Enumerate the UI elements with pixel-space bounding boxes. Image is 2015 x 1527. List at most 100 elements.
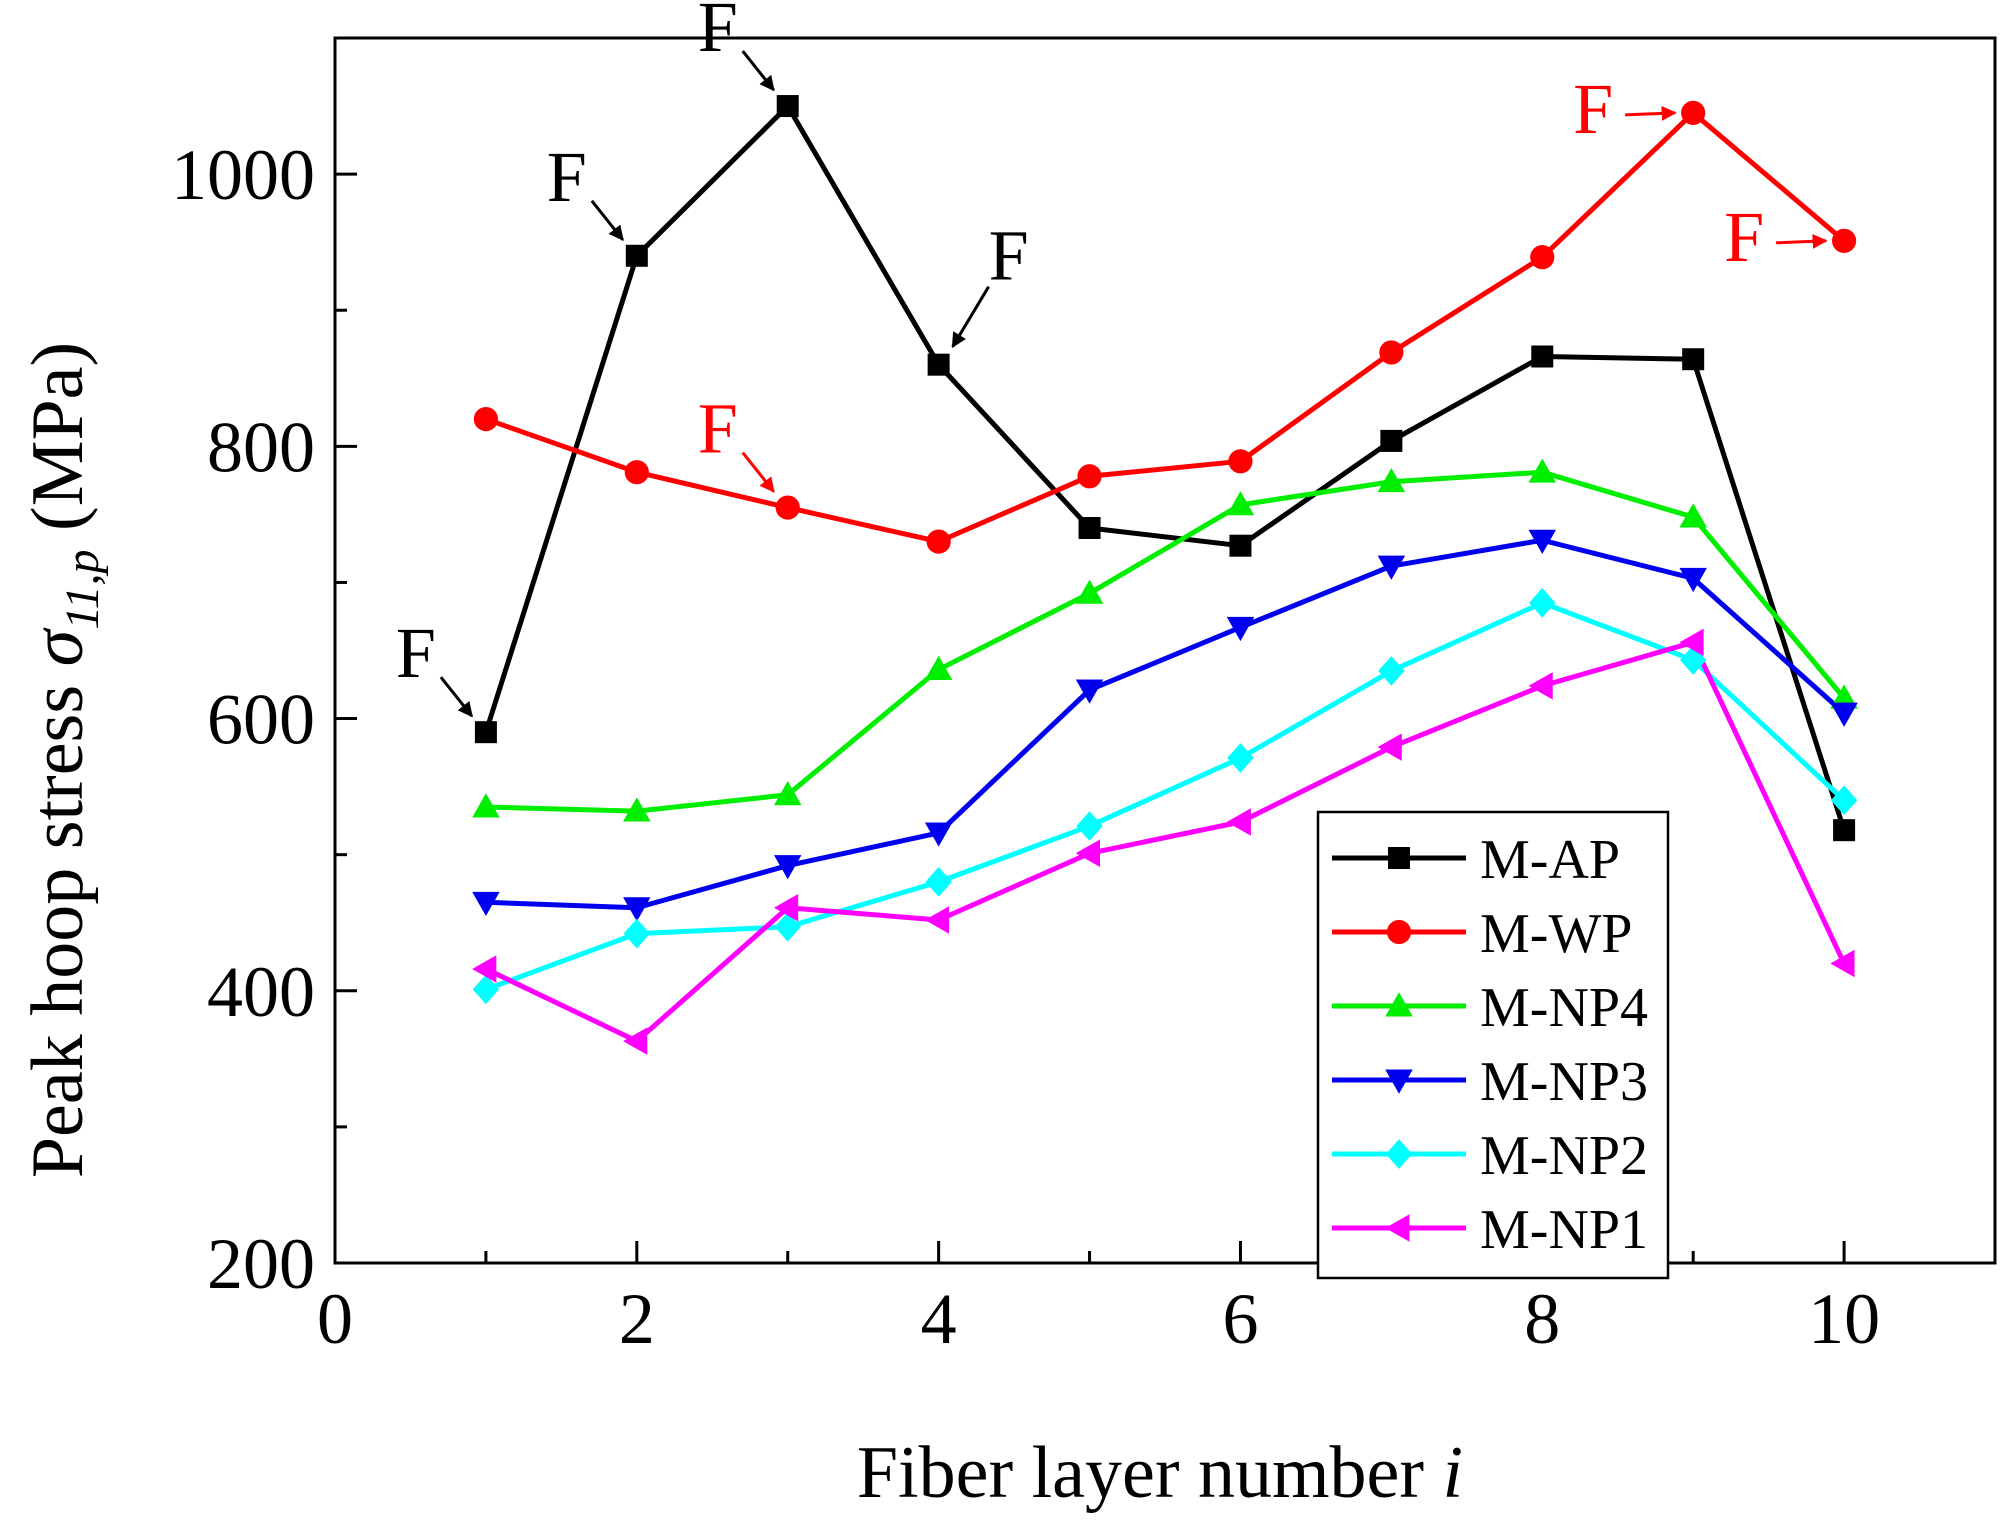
data-point-m-ap xyxy=(927,353,950,376)
data-point-m-np1 xyxy=(1377,733,1402,761)
data-point-m-np3 xyxy=(623,897,651,922)
plot-frame xyxy=(333,36,1997,1265)
data-point-m-np1 xyxy=(1075,839,1100,868)
data-point-m-wp xyxy=(1831,228,1857,253)
data-point-m-np3 xyxy=(1075,679,1104,704)
annotation-arrow xyxy=(1776,233,1828,249)
data-point-m-np2 xyxy=(1679,645,1707,675)
annotation-label: F xyxy=(989,216,1029,296)
legend-label: M-AP xyxy=(1480,829,1620,891)
data-point-m-np3 xyxy=(924,822,953,847)
data-point-m-ap xyxy=(1833,819,1856,842)
series-line-m-wp xyxy=(485,110,1846,545)
data-point-m-ap xyxy=(1380,429,1403,452)
legend-item-m-np3: M-NP3 xyxy=(1332,1051,1648,1113)
data-point-m-ap xyxy=(1078,517,1101,539)
x-tick-label: 10 xyxy=(1808,1279,1880,1359)
data-point-m-np1 xyxy=(1679,628,1704,657)
data-point-m-wp xyxy=(1681,100,1706,125)
data-point-m-wp xyxy=(775,495,800,520)
data-point-m-np1 xyxy=(773,894,799,922)
y-tick-label: 600 xyxy=(207,680,315,760)
data-point-m-wp xyxy=(1379,340,1404,365)
x-axis-label: Fiber layer number i xyxy=(857,1432,1463,1514)
legend-box xyxy=(1316,810,1670,1280)
legend-label: M-NP1 xyxy=(1480,1199,1648,1261)
data-point-m-wp xyxy=(926,529,951,554)
x-tick-label: 0 xyxy=(317,1279,353,1359)
series-line-m-np1 xyxy=(484,639,1847,1044)
x-tick-labels: 0 2 4 6 8 10 xyxy=(317,1279,1880,1359)
data-point-m-np3 xyxy=(472,891,500,917)
y-tick-label: 1000 xyxy=(171,135,315,215)
data-point-m-ap xyxy=(474,721,497,744)
legend-swatch-marker xyxy=(1385,992,1413,1017)
legend-swatch-marker xyxy=(1385,1214,1410,1242)
data-point-m-np4 xyxy=(623,797,651,822)
legend-label: M-NP3 xyxy=(1480,1051,1648,1113)
annotation-label: F xyxy=(547,137,587,217)
series-lines xyxy=(483,103,1847,1044)
data-point-m-np2 xyxy=(1227,743,1254,773)
data-point-m-np3 xyxy=(1377,555,1406,580)
series-markers xyxy=(472,95,1858,1055)
series-line-m-ap xyxy=(483,103,1847,831)
legend-item-m-wp: M-WP xyxy=(1332,903,1632,965)
series-line-m-np4 xyxy=(485,469,1847,814)
data-point-m-wp xyxy=(1228,449,1253,474)
data-point-m-np4 xyxy=(1075,579,1104,604)
annotation-label: F xyxy=(396,613,436,693)
data-point-m-np2 xyxy=(925,867,952,897)
data-point-m-ap xyxy=(1682,348,1705,371)
annotation-label: F xyxy=(1724,197,1764,277)
data-point-m-wp xyxy=(1530,245,1555,270)
legend: M-AP M-WP M-NP4 M-NP3 M-NP2 M-NP1 xyxy=(1316,810,1670,1280)
legend-item-m-ap: M-AP xyxy=(1332,829,1620,891)
legend-label: M-NP4 xyxy=(1480,977,1648,1039)
legend-swatch-marker xyxy=(1385,1139,1413,1169)
annotation-arrow xyxy=(1625,105,1677,121)
data-point-m-np1 xyxy=(1830,949,1855,978)
data-point-m-np2 xyxy=(1076,811,1103,841)
data-point-m-np3 xyxy=(773,855,802,880)
legend-swatch-marker xyxy=(1385,1069,1413,1094)
x-tick-label: 6 xyxy=(1222,1279,1258,1359)
data-point-m-np2 xyxy=(623,918,651,949)
data-point-m-ap xyxy=(1229,534,1252,557)
y-tick-label: 200 xyxy=(207,1224,315,1304)
annotation-arrow xyxy=(590,199,624,241)
data-point-m-np4 xyxy=(1830,684,1858,709)
data-point-m-wp xyxy=(1077,464,1102,489)
data-point-m-np4 xyxy=(472,793,500,818)
y-axis-label: Peak hoop stress σ11,p (MPa) xyxy=(17,342,109,1178)
x-tick-label: 8 xyxy=(1524,1279,1560,1359)
annotation-arrow xyxy=(951,285,990,348)
legend-label: M-NP2 xyxy=(1480,1125,1648,1187)
data-point-m-wp xyxy=(473,407,499,432)
data-point-m-np1 xyxy=(1528,672,1553,700)
data-point-m-np2 xyxy=(774,911,801,942)
data-point-m-np4 xyxy=(1528,458,1557,483)
data-point-m-np1 xyxy=(623,1027,648,1055)
legend-swatch-marker xyxy=(1386,919,1412,945)
legend-item-m-np4: M-NP4 xyxy=(1332,977,1648,1039)
annotation-arrow xyxy=(439,676,474,718)
data-point-m-np3 xyxy=(1226,616,1255,642)
data-point-m-ap xyxy=(625,244,648,267)
annotation-label: F xyxy=(1573,69,1613,149)
series-line-m-np3 xyxy=(485,537,1846,911)
annotation-label: F xyxy=(698,389,738,469)
annotation-label: F xyxy=(698,0,738,67)
legend-label: M-WP xyxy=(1480,903,1632,965)
annotation-arrow xyxy=(741,50,775,92)
data-point-m-np3 xyxy=(1830,702,1858,727)
legend-item-m-np1: M-NP1 xyxy=(1332,1199,1648,1261)
data-point-m-np3 xyxy=(1679,567,1707,593)
x-tick-label: 2 xyxy=(619,1279,655,1359)
failure-annotations: F F F F F F F xyxy=(396,0,1828,718)
data-point-m-np1 xyxy=(472,955,497,983)
x-tick-label: 4 xyxy=(921,1279,957,1359)
data-point-m-np1 xyxy=(924,906,950,934)
data-point-m-wp xyxy=(624,460,649,485)
